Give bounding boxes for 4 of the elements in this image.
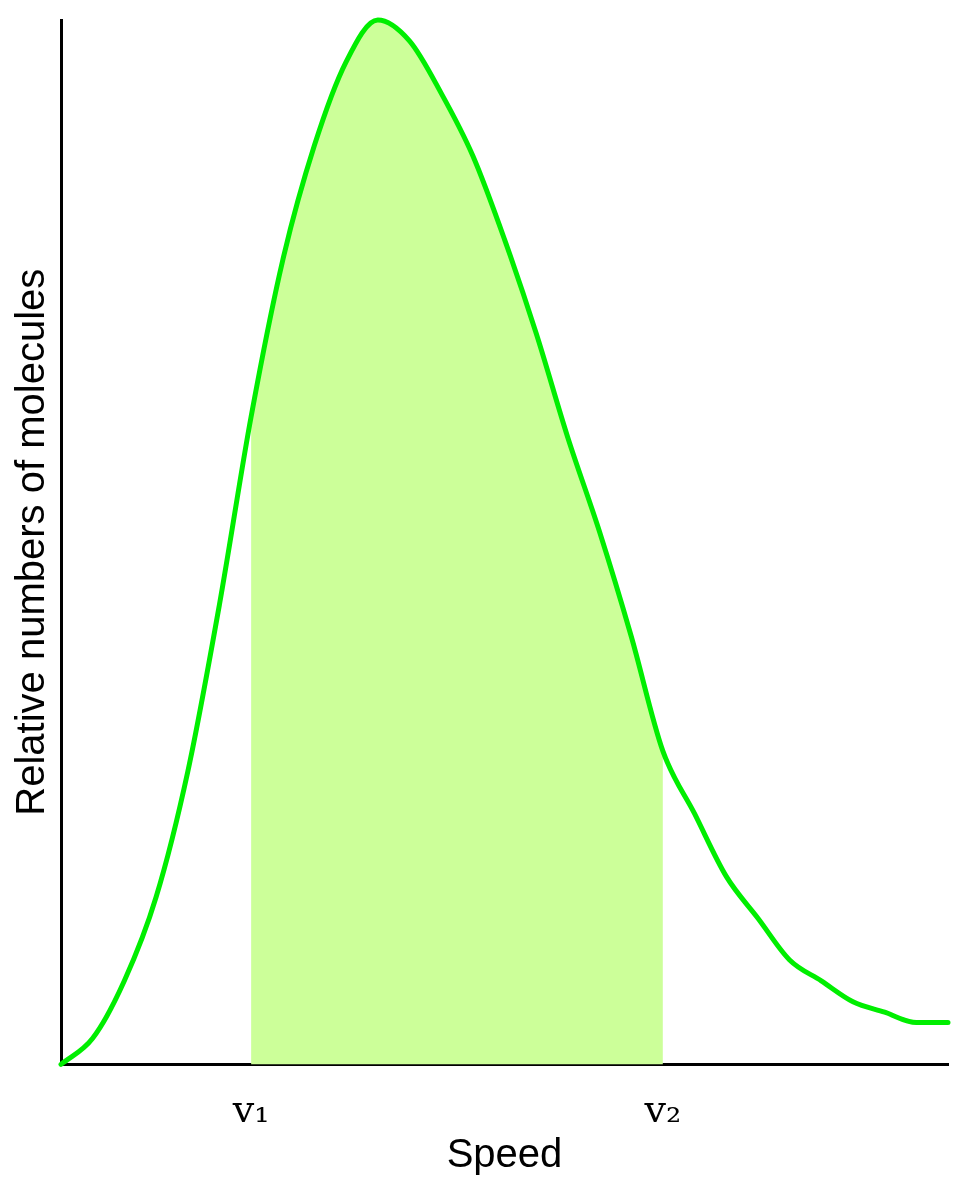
- x-tick-label: v₂: [643, 1087, 682, 1132]
- y-axis-title: Relative numbers of molecules: [8, 268, 53, 816]
- x-axis-title: Speed: [446, 1131, 563, 1176]
- x-tick-label: v₁: [231, 1087, 270, 1132]
